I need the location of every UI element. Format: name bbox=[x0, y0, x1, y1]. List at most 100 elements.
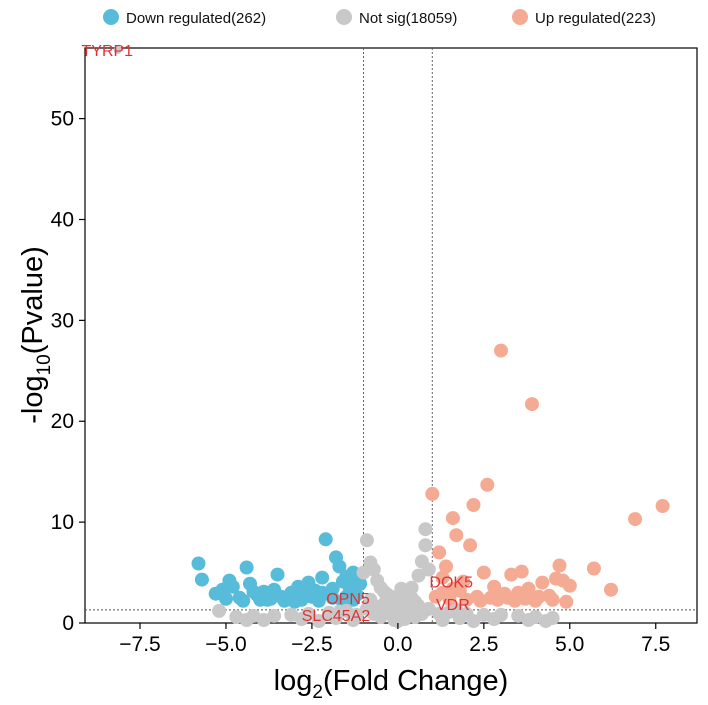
point-up-regulated bbox=[511, 585, 526, 600]
y-tick-label: 30 bbox=[51, 309, 74, 332]
x-axis-title: log2(Fold Change) bbox=[274, 665, 509, 703]
x-tick-label: 2.5 bbox=[469, 633, 498, 656]
point-not-sig bbox=[256, 613, 271, 627]
point-not-sig bbox=[521, 613, 536, 627]
point-down-regulated bbox=[315, 585, 330, 600]
legend-marker-down bbox=[103, 9, 119, 25]
x-tick-label: 0.0 bbox=[383, 633, 412, 656]
point-down-regulated bbox=[191, 556, 206, 571]
legend-label-notsig: Not sig(18059) bbox=[359, 10, 457, 27]
point-up-regulated bbox=[483, 590, 498, 605]
points-layer bbox=[113, 46, 670, 628]
point-down-regulated bbox=[236, 593, 251, 608]
point-up-regulated bbox=[525, 397, 539, 412]
point-up-regulated bbox=[439, 559, 453, 574]
point-not-sig bbox=[332, 604, 347, 619]
point-down-regulated bbox=[219, 591, 233, 606]
point-up-regulated bbox=[545, 592, 560, 607]
point-down-regulated bbox=[267, 582, 282, 597]
plot-frame bbox=[84, 47, 698, 624]
point-up-regulated bbox=[531, 589, 546, 604]
x-axis-title-sub: 2 bbox=[312, 682, 323, 703]
point-up-regulated bbox=[552, 558, 567, 573]
point-not-sig bbox=[384, 589, 398, 604]
point-not-sig bbox=[411, 568, 426, 583]
point-up-regulated bbox=[586, 561, 601, 576]
point-not-sig bbox=[418, 538, 433, 553]
point-not-sig bbox=[421, 562, 436, 577]
x-axis-title-base: log bbox=[274, 665, 313, 697]
point-not-sig bbox=[418, 522, 433, 537]
point-tyrp1 bbox=[113, 46, 122, 54]
point-up-regulated bbox=[432, 545, 447, 560]
y-tick-label: 20 bbox=[51, 410, 74, 433]
point-not-sig bbox=[466, 614, 481, 628]
x-tick-label: 7.5 bbox=[641, 633, 670, 656]
x-axis-ticks: −7.5 −5.0 −2.5 0.0 2.5 5.0 7.5 bbox=[119, 623, 670, 656]
point-not-sig bbox=[366, 562, 381, 577]
point-not-sig bbox=[404, 590, 419, 605]
point-not-sig bbox=[435, 613, 450, 627]
point-down-regulated bbox=[332, 559, 347, 574]
point-down-regulated bbox=[298, 588, 312, 603]
point-up-regulated bbox=[449, 528, 464, 543]
legend-marker-notsig bbox=[336, 9, 352, 25]
gene-label-slc45a2: SLC45A2 bbox=[302, 608, 371, 625]
x-tick-label: −2.5 bbox=[291, 633, 332, 656]
point-up-regulated bbox=[628, 512, 643, 527]
point-up-regulated bbox=[476, 565, 491, 580]
legend-label-down: Down regulated(262) bbox=[126, 10, 266, 27]
point-up-regulated bbox=[425, 486, 440, 501]
point-not-sig bbox=[311, 614, 326, 628]
point-up-regulated bbox=[435, 570, 450, 585]
point-up-regulated bbox=[562, 578, 577, 593]
point-up-regulated bbox=[494, 343, 508, 358]
point-down-regulated bbox=[225, 579, 240, 594]
point-not-sig bbox=[346, 613, 361, 627]
gene-label-vdr: VDR bbox=[436, 597, 470, 614]
point-down-regulated bbox=[315, 570, 330, 585]
point-not-sig bbox=[359, 533, 374, 548]
gene-label-tyrp1: TYRP1 bbox=[82, 43, 134, 60]
point-not-sig bbox=[538, 614, 553, 628]
legend-label-up: Up regulated(223) bbox=[535, 10, 656, 27]
point-not-sig bbox=[366, 606, 381, 621]
point-not-sig bbox=[404, 580, 419, 595]
point-not-sig bbox=[380, 605, 395, 620]
point-up-regulated bbox=[480, 477, 495, 492]
y-tick-label: 40 bbox=[51, 208, 74, 231]
gene-label-dok5: DOK5 bbox=[429, 575, 473, 592]
point-not-sig bbox=[449, 602, 464, 617]
point-up-regulated bbox=[604, 582, 618, 597]
x-tick-label: 5.0 bbox=[555, 633, 584, 656]
point-down-regulated bbox=[246, 584, 261, 599]
point-not-sig bbox=[414, 606, 429, 621]
point-up-regulated bbox=[559, 594, 574, 609]
x-axis-title-rest: (Fold Change) bbox=[323, 665, 508, 697]
y-tick-label: 10 bbox=[51, 511, 74, 534]
point-up-regulated bbox=[470, 589, 484, 604]
point-up-regulated bbox=[514, 564, 529, 579]
point-up-regulated bbox=[655, 499, 670, 513]
legend: Down regulated(262) Not sig(18059) Up re… bbox=[103, 9, 656, 27]
point-down-regulated bbox=[194, 572, 209, 587]
legend-marker-up bbox=[512, 9, 528, 25]
point-up-regulated bbox=[535, 575, 550, 590]
y-axis-title-sub: 10 bbox=[34, 354, 55, 375]
y-axis-title: -log10(Pvalue) bbox=[17, 246, 55, 424]
point-up-regulated bbox=[445, 581, 460, 596]
point-not-sig bbox=[401, 605, 416, 620]
point-down-regulated bbox=[346, 592, 361, 607]
gene-label-opn5: OPN5 bbox=[326, 591, 370, 608]
point-not-sig bbox=[487, 612, 502, 626]
point-up-regulated bbox=[456, 574, 471, 589]
point-not-sig bbox=[212, 603, 227, 618]
point-up-regulated bbox=[463, 538, 478, 553]
point-up-regulated bbox=[466, 498, 481, 512]
y-axis-title-base: -log bbox=[17, 375, 49, 423]
y-tick-label: 50 bbox=[51, 108, 74, 131]
x-tick-label: −7.5 bbox=[119, 633, 160, 656]
point-down-regulated bbox=[287, 594, 302, 609]
